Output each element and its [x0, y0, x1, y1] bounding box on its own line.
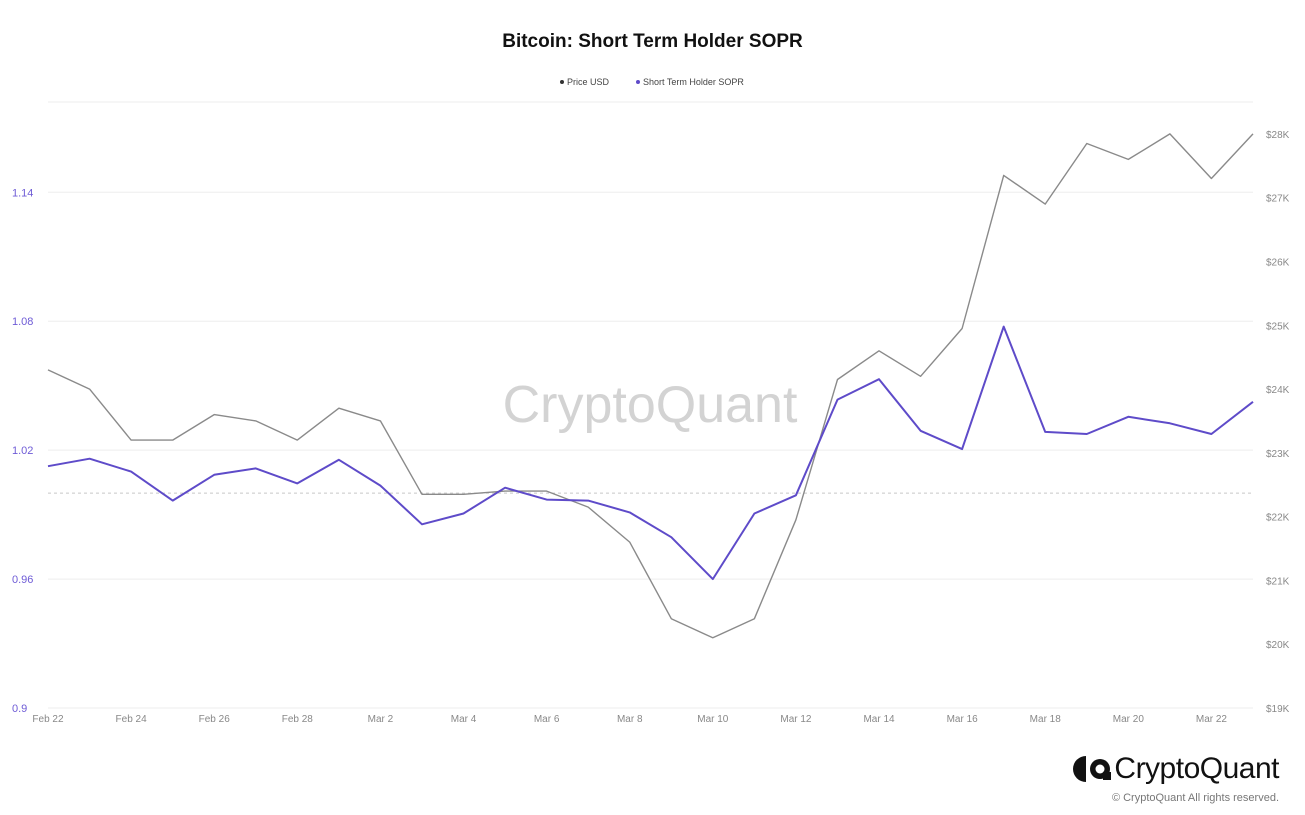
right-tick-label: $23K: [1266, 449, 1290, 460]
left-tick-label: 1.08: [12, 316, 33, 328]
legend-marker-price: [560, 80, 564, 84]
right-tick-label: $22K: [1266, 513, 1290, 524]
price-series-line: [47, 133, 1254, 639]
brand-name: CryptoQuant: [1114, 752, 1279, 785]
right-tick-label: $24K: [1266, 385, 1290, 396]
x-tick-label: Feb 26: [199, 714, 231, 725]
right-tick-label: $28K: [1266, 130, 1290, 141]
right-tick-label: $26K: [1266, 257, 1290, 268]
x-tick-label: Mar 18: [1030, 714, 1062, 725]
right-tick-label: $21K: [1266, 576, 1290, 587]
x-tick-label: Feb 22: [32, 714, 64, 725]
legend: Price USD Short Term Holder SOPR: [560, 77, 744, 87]
x-tick-label: Mar 2: [368, 714, 394, 725]
x-tick-label: Feb 24: [116, 714, 148, 725]
right-tick-label: $19K: [1266, 704, 1290, 715]
x-tick-label: Mar 16: [947, 714, 979, 725]
x-tick-label: Mar 10: [697, 714, 729, 725]
series-layer: [47, 133, 1254, 639]
left-tick-label: 0.9: [12, 703, 27, 715]
x-tick-label: Mar 14: [863, 714, 895, 725]
x-tick-label: Mar 6: [534, 714, 560, 725]
right-tick-label: $25K: [1266, 321, 1290, 332]
right-axis-ticks: $19K $20K $21K $22K $23K $24K $25K $26K $27K $28K: [1266, 130, 1290, 715]
x-tick-label: Feb 28: [282, 714, 314, 725]
left-tick-label: 0.96: [12, 574, 33, 586]
x-axis-ticks: Feb 22 Feb 24 Feb 26 Feb 28 Mar 2 Mar 4 Mar 6 M…: [32, 714, 1227, 725]
watermark: CryptoQuant: [503, 376, 798, 434]
legend-marker-sopr: [636, 80, 640, 84]
x-tick-label: Mar 22: [1196, 714, 1228, 725]
x-tick-label: Mar 8: [617, 714, 643, 725]
left-tick-label: 1.02: [12, 445, 33, 457]
right-tick-label: $20K: [1266, 640, 1290, 651]
copyright-text: © CryptoQuant All rights reserved.: [1111, 792, 1279, 804]
chart-title: Bitcoin: Short Term Holder SOPR: [502, 31, 803, 52]
right-tick-label: $27K: [1266, 194, 1290, 205]
x-tick-label: Mar 20: [1113, 714, 1145, 725]
x-tick-label: Mar 4: [451, 714, 477, 725]
legend-label-price: Price USD: [567, 77, 610, 87]
brand-logo: CryptoQuant: [1072, 752, 1279, 786]
cryptoquant-logo-icon: [1073, 756, 1112, 782]
left-axis-ticks: 0.9 0.96 1.02 1.08 1.14: [12, 187, 33, 715]
x-tick-label: Mar 12: [780, 714, 812, 725]
left-tick-label: 1.14: [12, 187, 33, 199]
sopr-series-line: [47, 325, 1254, 581]
legend-label-sopr: Short Term Holder SOPR: [643, 77, 744, 87]
